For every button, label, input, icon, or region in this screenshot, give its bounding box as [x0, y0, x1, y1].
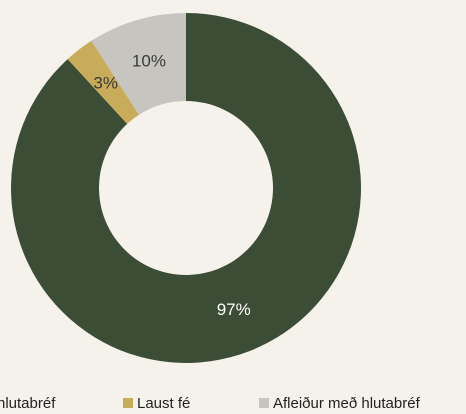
slice [67, 40, 139, 124]
legend-label: Laust fé [137, 395, 190, 412]
slice [91, 13, 186, 115]
legend-swatch [123, 398, 133, 408]
slice [10, 13, 361, 363]
legend-swatch [259, 398, 269, 408]
data-label: 10% [132, 51, 166, 70]
data-label: 3% [93, 73, 118, 92]
legend-label: hlutabréf [0, 395, 56, 412]
legend-label: Afleiður með hlutabréf [273, 395, 421, 412]
data-label: 97% [217, 300, 251, 319]
